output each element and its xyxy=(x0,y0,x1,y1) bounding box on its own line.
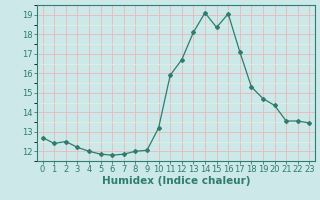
X-axis label: Humidex (Indice chaleur): Humidex (Indice chaleur) xyxy=(102,176,250,186)
